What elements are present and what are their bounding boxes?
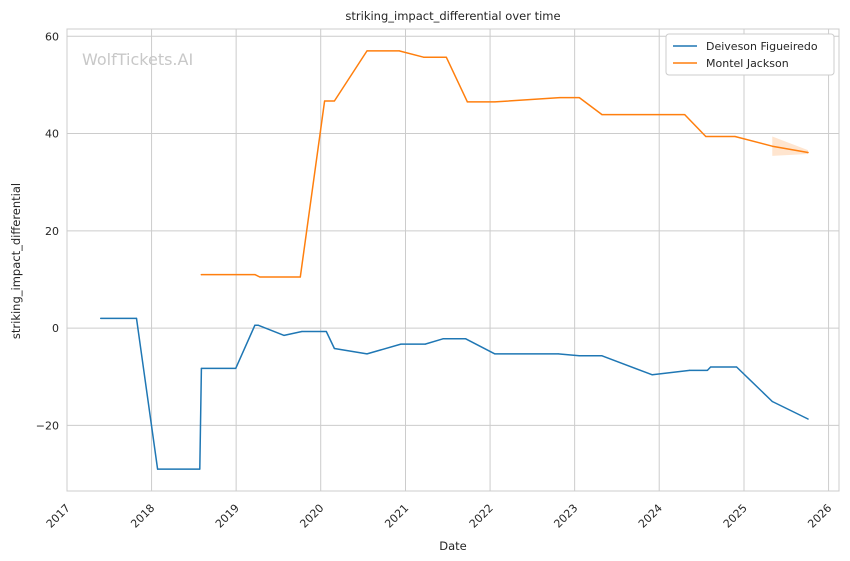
- series-0-point-27: [807, 418, 809, 420]
- plot-background: [67, 29, 839, 491]
- x-axis-label: Date: [439, 539, 467, 553]
- series-0-point-22: [688, 369, 691, 371]
- y-tick-label--20: −20: [36, 419, 59, 432]
- series-0-point-1: [135, 317, 138, 319]
- series-0-point-7: [257, 324, 259, 326]
- series-0-point-10: [325, 330, 327, 333]
- watermark-text: WolfTickets.AI: [82, 50, 193, 69]
- series-1-point-13: [578, 96, 580, 99]
- series-1-point-4: [324, 100, 326, 102]
- y-axis-label: striking_impact_differential: [9, 183, 23, 339]
- series-0-point-5: [235, 367, 237, 370]
- plot-area: [67, 29, 839, 491]
- series-1-point-5: [333, 100, 335, 102]
- series-1-point-6: [366, 50, 368, 52]
- grid-lines: [66, 29, 839, 491]
- y-tick-label-60: 60: [45, 30, 59, 43]
- legend-box: [665, 33, 835, 76]
- series-0-point-26: [771, 400, 773, 403]
- series-1-point-2: [259, 276, 261, 278]
- series-0-point-2: [156, 468, 159, 470]
- chart-title: striking_impact_differential over time: [345, 9, 560, 23]
- series-1-point-1: [254, 273, 256, 276]
- series-1-point-10: [466, 101, 468, 103]
- legend-label-1: Montel Jackson: [706, 57, 789, 70]
- series-1-point-16: [705, 135, 707, 138]
- series-1-point-15: [684, 113, 686, 116]
- series-1-point-18: [771, 145, 773, 147]
- series-0-point-23: [706, 369, 708, 371]
- series-line-1: [200, 50, 809, 278]
- series-1-point-9: [445, 56, 447, 58]
- series-0-point-18: [557, 353, 559, 355]
- series-0-point-14: [424, 343, 426, 345]
- series-0-point-17: [494, 353, 496, 355]
- series-0-point-16: [465, 338, 467, 340]
- series-1-point-0: [200, 273, 202, 276]
- series-0-point-9: [301, 330, 303, 333]
- series-0-point-19: [578, 355, 580, 357]
- series-1-point-17: [734, 135, 736, 138]
- y-tick-label-40: 40: [45, 128, 59, 141]
- axes-frame: [66, 28, 840, 492]
- y-tick-label-20: 20: [45, 225, 59, 238]
- series-1-point-8: [422, 56, 425, 58]
- legend-label-0: Deiveson Figueiredo: [706, 40, 818, 53]
- series-lines: [100, 50, 809, 470]
- series-0-point-0: [100, 317, 102, 319]
- series-1-point-12: [559, 96, 561, 99]
- series-0-point-20: [601, 355, 603, 357]
- series-1-point-3: [299, 276, 301, 278]
- axes: [66, 28, 840, 492]
- series-0-point-8: [283, 334, 285, 336]
- series-0-point-11: [333, 347, 335, 350]
- series-0-point-6: [254, 324, 256, 326]
- series-1-point-11: [494, 101, 496, 103]
- series-1-point-19: [807, 151, 809, 154]
- legend: Deiveson Figueiredo Montel Jackson: [665, 33, 835, 76]
- series-0-point-3: [199, 468, 201, 470]
- y-tick-label-0: 0: [52, 322, 59, 335]
- series-1-point-7: [398, 50, 400, 52]
- series-0-point-25: [735, 366, 738, 368]
- series-0-point-15: [442, 338, 444, 340]
- series-0-point-21: [651, 374, 653, 376]
- series-line-0: [100, 317, 809, 470]
- series-0-point-4: [200, 367, 202, 370]
- series-0-point-24: [710, 366, 712, 368]
- series-0-point-12: [366, 353, 368, 355]
- series-1-point-14: [601, 113, 603, 116]
- series-0-point-13: [400, 343, 402, 345]
